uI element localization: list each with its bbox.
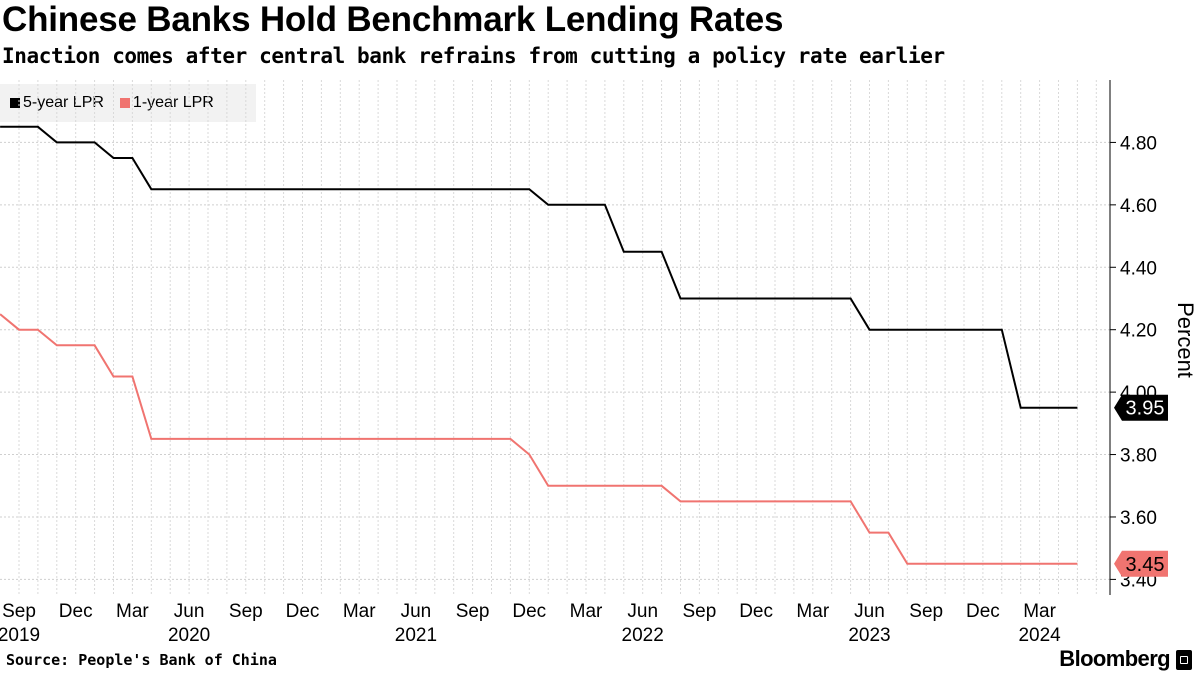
- legend-swatch-5-year: [10, 98, 20, 108]
- legend-label-5-year: 5-year LPR: [23, 94, 104, 111]
- x-tick-year-label: 2023: [848, 625, 890, 646]
- chart-tick-labels: 3.403.603.804.004.204.404.604.80PercentS…: [0, 133, 1198, 646]
- x-tick-label: Sep: [682, 601, 716, 622]
- x-tick-label: Dec: [286, 601, 320, 622]
- x-tick-label: Dec: [59, 601, 93, 622]
- y-tick-label: 4.40: [1120, 258, 1157, 279]
- series-line-5-year-lpr: [0, 125, 1078, 409]
- chart-axes: [1109, 80, 1116, 595]
- x-tick-label: Sep: [229, 601, 263, 622]
- end-value-tag-bg: [1114, 550, 1168, 577]
- source-note: Source: People's Bank of China: [6, 651, 277, 669]
- chart-subtitle: Inaction comes after central bank refrai…: [2, 44, 945, 68]
- chart-grid: [0, 80, 1110, 595]
- end-value-tag: 3.45: [1114, 550, 1168, 577]
- end-value-label: 3.95: [1126, 398, 1165, 420]
- x-tick-label: Sep: [2, 601, 36, 622]
- chart-title: Chinese Banks Hold Benchmark Lending Rat…: [2, 0, 784, 39]
- series-line-1-year-lpr: [0, 313, 1078, 565]
- chart-lines: [0, 125, 1078, 565]
- x-tick-label: Mar: [796, 601, 829, 622]
- end-value-tag-bg: [1114, 394, 1168, 421]
- x-tick-label: Dec: [739, 601, 773, 622]
- x-tick-label: Mar: [116, 601, 149, 622]
- brand-logo: Bloomberg: [1059, 646, 1170, 671]
- legend-label-1-year: 1-year LPR: [132, 94, 214, 111]
- x-tick-label: Mar: [570, 601, 603, 622]
- y-tick-label: 4.60: [1120, 196, 1157, 217]
- y-tick-label: 3.60: [1120, 508, 1157, 529]
- x-tick-year-label: 2022: [622, 625, 664, 646]
- chart-legend: 5-year LPR 1-year LPR: [0, 84, 256, 122]
- x-tick-year-label: 2019: [0, 625, 40, 646]
- x-tick-year-label: 2021: [395, 625, 437, 646]
- x-tick-label: Mar: [343, 601, 376, 622]
- end-value-label: 3.45: [1126, 554, 1165, 576]
- x-tick-label: Jun: [627, 601, 658, 622]
- x-tick-label: Jun: [854, 601, 885, 622]
- x-tick-label: Jun: [174, 601, 205, 622]
- end-value-tag: 3.95: [1114, 394, 1168, 421]
- legend-item-5-year: 5-year LPR: [10, 94, 104, 112]
- y-tick-label: 4.80: [1120, 133, 1157, 154]
- x-tick-label: Mar: [1023, 601, 1056, 622]
- x-tick-year-label: 2024: [1018, 625, 1061, 646]
- legend-swatch-1-year: [119, 98, 130, 108]
- x-tick-label: Dec: [512, 601, 546, 622]
- y-tick-label: 3.80: [1120, 446, 1157, 467]
- x-tick-label: Sep: [456, 601, 490, 622]
- x-tick-label: Jun: [401, 601, 432, 622]
- x-tick-year-label: 2020: [168, 625, 210, 646]
- y-tick-label: 4.20: [1120, 321, 1157, 342]
- legend-item-1-year: 1-year LPR: [119, 94, 214, 112]
- x-tick-label: Sep: [909, 601, 943, 622]
- y-axis-title: Percent: [1173, 302, 1198, 378]
- x-tick-label: Dec: [966, 601, 1000, 622]
- bloomberg-terminal-icon: [1176, 650, 1192, 670]
